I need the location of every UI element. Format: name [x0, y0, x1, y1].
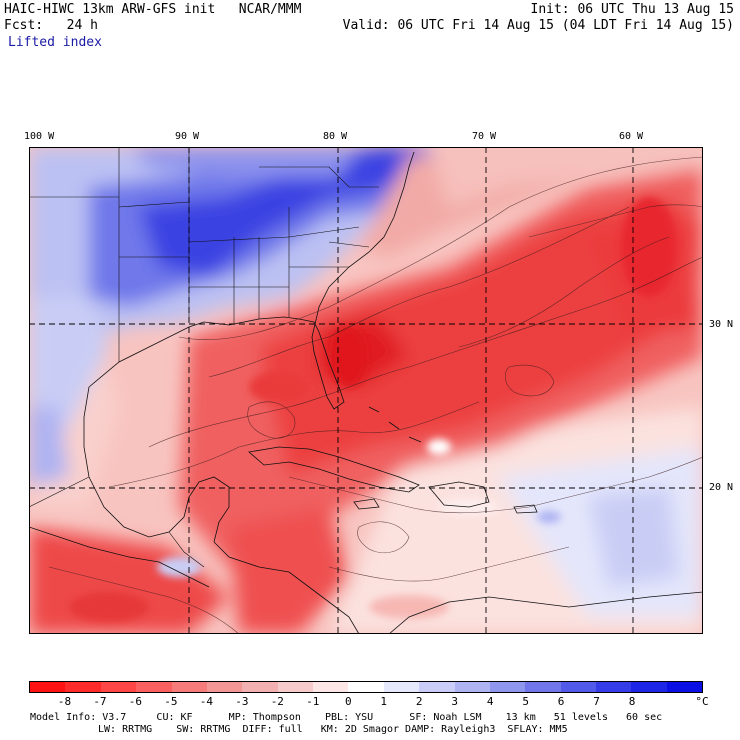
colorbar-tick-label: 1 — [380, 695, 388, 708]
map-canvas — [29, 147, 703, 634]
colorbar-tick-label: -1 — [306, 695, 320, 708]
colorbar-swatch — [206, 682, 243, 692]
contours — [48, 156, 703, 634]
colorbar-swatch — [277, 682, 313, 692]
field-detail — [69, 197, 677, 622]
colorbar-swatch — [30, 682, 66, 692]
forecast-hour: Fcst: 24 h — [4, 18, 98, 33]
lat-label-20n: 20 N — [709, 482, 734, 493]
colorbar-tick-label: -5 — [164, 695, 178, 708]
colorbar-tick-label: 6 — [557, 695, 565, 708]
colorbar-swatch — [136, 682, 172, 692]
colorbar-swatch — [65, 682, 101, 692]
lon-label-60w: 60 W — [619, 131, 644, 142]
colorbar-swatch — [666, 682, 703, 692]
colorbar-swatch — [419, 682, 455, 692]
colorbar-swatch — [242, 682, 278, 692]
colorbar-swatch — [313, 682, 349, 692]
colorbar-tick-label: -4 — [199, 695, 213, 708]
colorbar-unit: °C — [695, 695, 709, 708]
colorbar-swatch — [383, 682, 420, 692]
colorbar-swatch — [348, 682, 384, 692]
colorbar-swatch — [454, 682, 490, 692]
lon-label-100w: 100 W — [24, 131, 55, 142]
political-borders — [29, 147, 379, 568]
colorbar-tick-label: 3 — [451, 695, 458, 708]
model-info-line2: LW: RRTMG SW: RRTMG DIFF: full KM: 2D Sm… — [98, 724, 568, 735]
model-title: HAIC-HIWC 13km ARW-GFS init NCAR/MMM — [4, 2, 302, 17]
colorbar-swatch — [596, 682, 632, 692]
lon-label-80w: 80 W — [323, 131, 348, 142]
colorbar-tick-label: 0 — [344, 695, 352, 708]
colorbar-tick-label: -8 — [57, 695, 72, 708]
colorbar — [29, 681, 703, 693]
colorbar-tick-label: 8 — [628, 695, 636, 708]
lifted-index-map — [29, 147, 703, 634]
lon-label-90w: 90 W — [175, 131, 200, 142]
colorbar-swatch — [560, 682, 596, 692]
map-border — [29, 147, 703, 634]
colorbar-swatch — [631, 682, 667, 692]
colorbar-tick-label: 5 — [522, 695, 529, 708]
lon-label-70w: 70 W — [472, 131, 497, 142]
colorbar-tick-label: -3 — [235, 695, 249, 708]
colorbar-swatch — [171, 682, 207, 692]
colorbar-tick-label: 2 — [415, 695, 423, 708]
model-info-line1: Model Info: V3.7 CU: KF MP: Thompson PBL… — [30, 712, 663, 723]
colorbar-swatch — [100, 682, 137, 692]
field-name: Lifted index — [8, 35, 102, 50]
colorbar-tick-label: -2 — [270, 695, 284, 708]
colorbar-swatch — [489, 682, 526, 692]
lat-label-30n: 30 N — [709, 319, 734, 330]
valid-time: Valid: 06 UTC Fri 14 Aug 15 (04 LDT Fri … — [342, 18, 734, 33]
colorbar-tick-label: -6 — [128, 695, 143, 708]
init-time: Init: 06 UTC Thu 13 Aug 15 — [530, 2, 735, 17]
colorbar-tick-label: 4 — [486, 695, 494, 708]
colorbar-tick-label: -7 — [93, 695, 107, 708]
colorbar-swatch — [525, 682, 561, 692]
latlon-grid — [29, 147, 703, 634]
colorbar-tick-label: 7 — [593, 695, 600, 708]
